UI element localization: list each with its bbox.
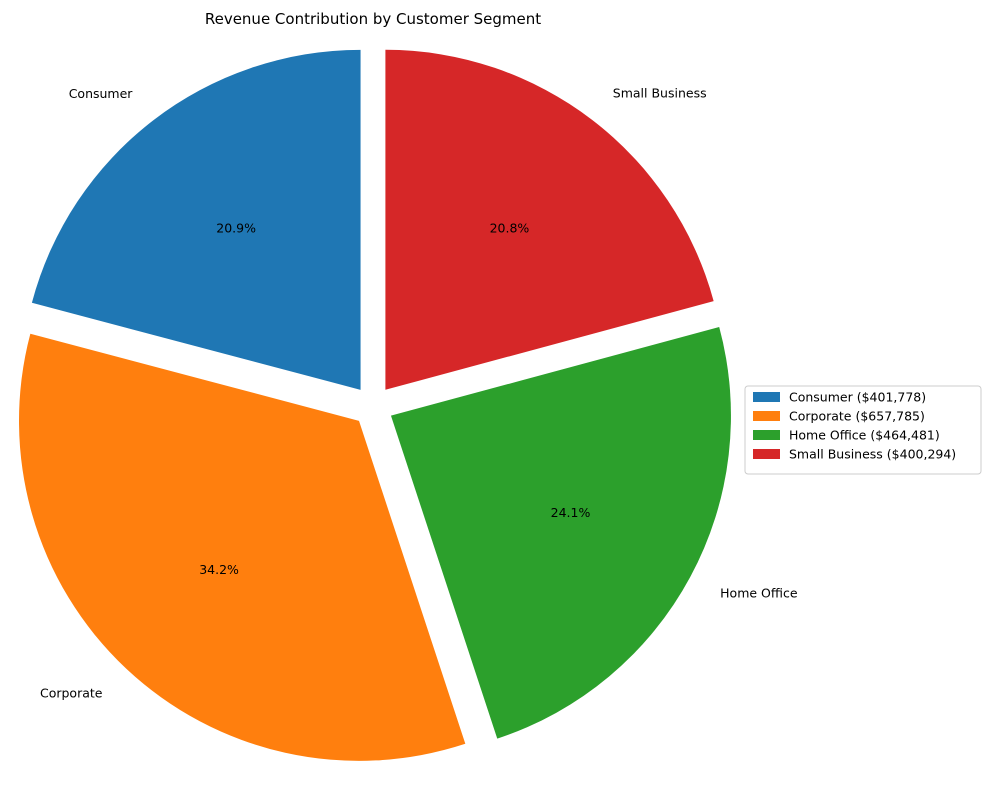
percent-label-consumer: 20.9% — [216, 221, 256, 236]
percent-label-small-business: 20.8% — [490, 220, 530, 235]
category-label-home-office: Home Office — [720, 586, 798, 601]
pie-slices — [19, 50, 731, 761]
category-label-corporate: Corporate — [40, 685, 103, 700]
percent-label-corporate: 34.2% — [199, 562, 239, 577]
legend-swatch-corporate — [753, 411, 780, 421]
legend: Consumer ($401,778) Corporate ($657,785) H… — [745, 386, 981, 474]
legend-label-corporate: Corporate ($657,785) — [789, 409, 925, 424]
legend-label-consumer: Consumer ($401,778) — [789, 390, 926, 405]
legend-swatch-small-business — [753, 449, 780, 459]
percent-label-home-office: 24.1% — [551, 505, 591, 520]
pie-slice-small-business — [385, 50, 713, 390]
legend-label-small-business: Small Business ($400,294) — [789, 447, 956, 462]
legend-swatch-home-office — [753, 430, 780, 440]
chart-title: Revenue Contribution by Customer Segment — [205, 10, 541, 28]
legend-swatch-consumer — [753, 392, 780, 402]
legend-label-home-office: Home Office ($464,481) — [789, 428, 940, 443]
category-label-small-business: Small Business — [613, 85, 707, 100]
category-label-consumer: Consumer — [69, 86, 134, 101]
